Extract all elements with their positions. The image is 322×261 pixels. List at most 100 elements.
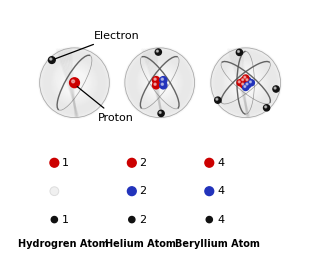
- Circle shape: [263, 105, 270, 111]
- Circle shape: [209, 46, 282, 119]
- Circle shape: [57, 65, 92, 100]
- Circle shape: [50, 58, 52, 60]
- Text: Beryllium Atom: Beryllium Atom: [175, 239, 260, 249]
- Circle shape: [138, 61, 182, 104]
- Circle shape: [232, 70, 259, 96]
- Circle shape: [155, 49, 161, 55]
- Circle shape: [147, 70, 173, 96]
- Circle shape: [40, 48, 109, 118]
- Circle shape: [265, 106, 267, 108]
- Circle shape: [233, 70, 258, 95]
- Circle shape: [135, 57, 185, 108]
- Circle shape: [242, 79, 243, 81]
- Circle shape: [43, 51, 106, 114]
- Circle shape: [274, 87, 276, 89]
- Circle shape: [42, 50, 107, 115]
- Circle shape: [131, 54, 188, 111]
- Text: 2: 2: [139, 158, 147, 168]
- Circle shape: [153, 82, 160, 89]
- Circle shape: [224, 61, 268, 104]
- Circle shape: [52, 61, 84, 92]
- Circle shape: [126, 49, 194, 117]
- Circle shape: [246, 79, 248, 81]
- Circle shape: [124, 47, 195, 118]
- Circle shape: [54, 63, 82, 90]
- Circle shape: [142, 65, 177, 100]
- Circle shape: [242, 83, 243, 85]
- Circle shape: [159, 111, 161, 114]
- Circle shape: [129, 52, 190, 113]
- Circle shape: [244, 76, 246, 78]
- Circle shape: [125, 48, 194, 118]
- Circle shape: [214, 51, 277, 114]
- Circle shape: [123, 46, 196, 119]
- Circle shape: [41, 49, 109, 117]
- Text: Helium Atom: Helium Atom: [105, 239, 176, 249]
- Circle shape: [213, 50, 278, 115]
- Circle shape: [213, 50, 279, 116]
- Circle shape: [136, 59, 183, 106]
- Circle shape: [38, 46, 111, 119]
- Circle shape: [154, 83, 156, 85]
- Circle shape: [133, 56, 187, 110]
- Circle shape: [143, 66, 176, 99]
- Text: 4: 4: [217, 215, 224, 224]
- Circle shape: [144, 67, 175, 98]
- Circle shape: [141, 64, 178, 101]
- Circle shape: [158, 110, 164, 116]
- Circle shape: [215, 52, 276, 113]
- Circle shape: [130, 53, 189, 112]
- Circle shape: [47, 56, 101, 110]
- Circle shape: [132, 55, 188, 111]
- Circle shape: [222, 59, 269, 106]
- Circle shape: [242, 84, 249, 91]
- Circle shape: [146, 69, 174, 97]
- Circle shape: [223, 60, 268, 105]
- Circle shape: [54, 63, 95, 103]
- Text: 2: 2: [139, 215, 147, 224]
- Circle shape: [219, 56, 273, 110]
- Circle shape: [238, 51, 240, 52]
- Circle shape: [60, 68, 89, 98]
- Text: Hydrogren Atom: Hydrogren Atom: [18, 239, 108, 249]
- Circle shape: [216, 98, 218, 100]
- Circle shape: [44, 52, 105, 113]
- Circle shape: [245, 82, 251, 88]
- Circle shape: [139, 62, 181, 104]
- Text: Electron: Electron: [54, 31, 140, 59]
- Circle shape: [45, 53, 104, 112]
- Circle shape: [56, 64, 93, 101]
- Circle shape: [215, 97, 221, 103]
- Circle shape: [127, 50, 193, 116]
- Circle shape: [205, 187, 214, 195]
- Circle shape: [137, 60, 182, 105]
- Circle shape: [128, 50, 192, 115]
- Circle shape: [227, 64, 264, 101]
- Circle shape: [212, 49, 280, 117]
- Circle shape: [134, 57, 186, 109]
- Circle shape: [140, 63, 180, 103]
- Circle shape: [135, 58, 184, 107]
- Circle shape: [234, 72, 257, 94]
- Circle shape: [238, 81, 240, 83]
- Circle shape: [216, 53, 275, 112]
- Circle shape: [48, 57, 101, 109]
- Circle shape: [224, 61, 255, 92]
- Circle shape: [59, 67, 90, 98]
- Circle shape: [47, 55, 102, 111]
- Circle shape: [161, 78, 163, 80]
- Circle shape: [50, 58, 99, 107]
- Circle shape: [55, 64, 94, 102]
- Circle shape: [245, 78, 251, 84]
- Circle shape: [72, 80, 75, 83]
- Circle shape: [51, 59, 98, 106]
- Circle shape: [241, 82, 247, 88]
- Circle shape: [128, 51, 191, 114]
- Text: 4: 4: [217, 158, 224, 168]
- Circle shape: [153, 76, 160, 84]
- Circle shape: [46, 54, 103, 111]
- Circle shape: [49, 57, 100, 108]
- Circle shape: [248, 80, 254, 86]
- Circle shape: [50, 187, 59, 195]
- Circle shape: [129, 216, 135, 223]
